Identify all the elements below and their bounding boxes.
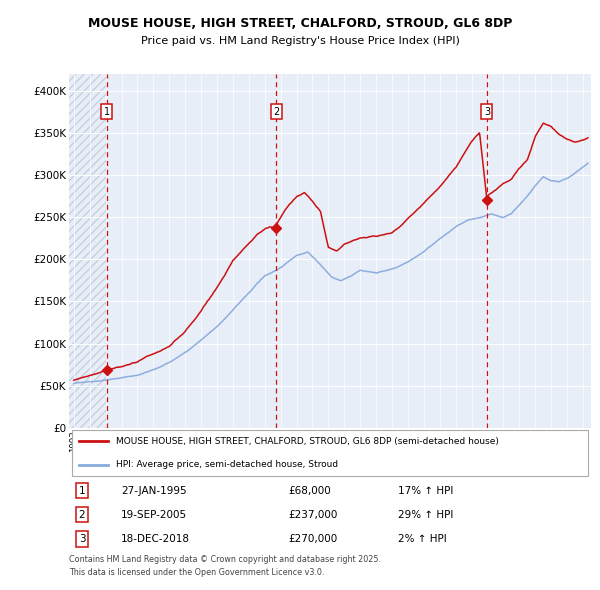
Text: 2: 2 — [273, 107, 280, 117]
Text: 3: 3 — [484, 107, 490, 117]
Text: £68,000: £68,000 — [288, 486, 331, 496]
Text: 2: 2 — [79, 510, 85, 520]
Text: 17% ↑ HPI: 17% ↑ HPI — [398, 486, 453, 496]
Text: Price paid vs. HM Land Registry's House Price Index (HPI): Price paid vs. HM Land Registry's House … — [140, 37, 460, 46]
Bar — [69, 74, 107, 428]
Text: 18-DEC-2018: 18-DEC-2018 — [121, 534, 190, 544]
FancyBboxPatch shape — [71, 430, 589, 476]
Text: 29% ↑ HPI: 29% ↑ HPI — [398, 510, 453, 520]
Text: 3: 3 — [79, 534, 85, 544]
Text: 2% ↑ HPI: 2% ↑ HPI — [398, 534, 446, 544]
Text: 1: 1 — [104, 107, 110, 117]
Text: Contains HM Land Registry data © Crown copyright and database right 2025.
This d: Contains HM Land Registry data © Crown c… — [69, 555, 381, 577]
Text: HPI: Average price, semi-detached house, Stroud: HPI: Average price, semi-detached house,… — [116, 460, 338, 469]
Text: £270,000: £270,000 — [288, 534, 337, 544]
Text: MOUSE HOUSE, HIGH STREET, CHALFORD, STROUD, GL6 8DP (semi-detached house): MOUSE HOUSE, HIGH STREET, CHALFORD, STRO… — [116, 437, 499, 446]
Text: 1: 1 — [79, 486, 85, 496]
Text: 19-SEP-2005: 19-SEP-2005 — [121, 510, 187, 520]
Text: MOUSE HOUSE, HIGH STREET, CHALFORD, STROUD, GL6 8DP: MOUSE HOUSE, HIGH STREET, CHALFORD, STRO… — [88, 17, 512, 30]
Text: 27-JAN-1995: 27-JAN-1995 — [121, 486, 187, 496]
Text: £237,000: £237,000 — [288, 510, 338, 520]
